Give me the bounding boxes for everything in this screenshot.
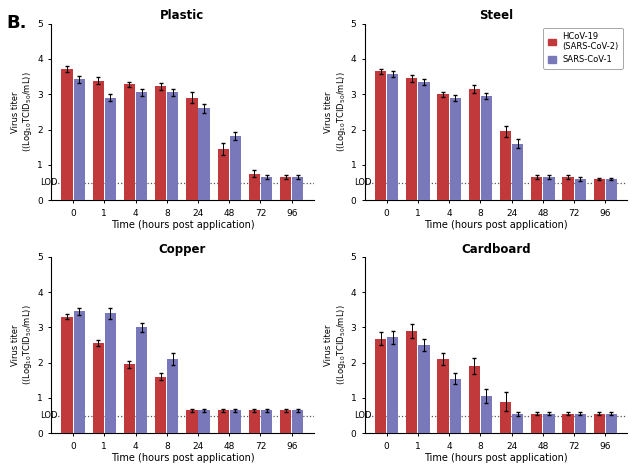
Bar xyxy=(198,410,210,433)
X-axis label: Time (hours post application): Time (hours post application) xyxy=(424,220,568,230)
Bar xyxy=(261,410,272,433)
Bar xyxy=(280,410,291,433)
Bar xyxy=(543,414,555,433)
Y-axis label: Virus titer
($\mathregular{(Log_{10}TCID_{50}/mL)}$): Virus titer ($\mathregular{(Log_{10}TCID… xyxy=(324,72,348,152)
Y-axis label: Virus titer
($\mathregular{(Log_{10}TCID_{50}/mL)}$): Virus titer ($\mathregular{(Log_{10}TCID… xyxy=(10,72,35,152)
Bar xyxy=(186,410,198,433)
Bar xyxy=(563,177,573,200)
Bar xyxy=(531,177,542,200)
Bar xyxy=(406,78,417,200)
Bar xyxy=(575,179,586,200)
Bar xyxy=(512,414,524,433)
Bar xyxy=(543,177,555,200)
Title: Plastic: Plastic xyxy=(160,9,205,23)
Bar xyxy=(93,343,104,433)
Bar xyxy=(606,179,617,200)
Bar xyxy=(563,414,573,433)
Bar xyxy=(500,401,511,433)
Bar xyxy=(292,177,303,200)
Bar xyxy=(155,377,166,433)
Title: Steel: Steel xyxy=(479,9,513,23)
Bar xyxy=(230,410,241,433)
Title: Cardboard: Cardboard xyxy=(461,243,531,256)
Bar xyxy=(249,410,260,433)
Bar xyxy=(124,365,135,433)
Bar xyxy=(575,414,586,433)
Bar xyxy=(105,98,116,200)
Bar xyxy=(406,331,417,433)
Bar xyxy=(419,345,429,433)
Bar xyxy=(280,177,291,200)
Bar xyxy=(74,79,84,200)
Bar xyxy=(419,82,429,200)
Bar xyxy=(155,87,166,200)
Bar xyxy=(218,410,228,433)
Bar xyxy=(105,313,116,433)
Bar xyxy=(437,359,449,433)
Bar xyxy=(468,89,480,200)
Bar xyxy=(261,177,272,200)
Bar xyxy=(512,144,524,200)
Bar xyxy=(230,136,241,200)
Title: Copper: Copper xyxy=(159,243,206,256)
Bar xyxy=(500,131,511,200)
Text: B.: B. xyxy=(6,14,27,32)
X-axis label: Time (hours post application): Time (hours post application) xyxy=(424,454,568,463)
Bar xyxy=(61,69,72,200)
Bar xyxy=(594,414,605,433)
Bar xyxy=(93,81,104,200)
Bar xyxy=(606,414,617,433)
Bar xyxy=(74,311,84,433)
Y-axis label: Virus titer
($\mathregular{(Log_{10}TCID_{50}/mL)}$): Virus titer ($\mathregular{(Log_{10}TCID… xyxy=(324,305,348,385)
Bar xyxy=(167,359,179,433)
Bar xyxy=(387,337,398,433)
Bar xyxy=(292,410,303,433)
Bar xyxy=(481,396,492,433)
Bar xyxy=(481,96,492,200)
Text: LOD: LOD xyxy=(354,178,371,187)
Bar xyxy=(218,149,228,200)
Bar xyxy=(61,317,72,433)
Bar xyxy=(249,174,260,200)
Legend: HCoV-19
(SARS-CoV-2), SARS-CoV-1: HCoV-19 (SARS-CoV-2), SARS-CoV-1 xyxy=(543,28,623,69)
Bar xyxy=(198,108,210,200)
Text: LOD: LOD xyxy=(40,178,58,187)
Bar xyxy=(167,92,179,200)
Bar xyxy=(468,366,480,433)
Bar xyxy=(450,98,461,200)
Bar xyxy=(437,94,449,200)
Bar xyxy=(375,71,386,200)
X-axis label: Time (hours post application): Time (hours post application) xyxy=(111,454,254,463)
X-axis label: Time (hours post application): Time (hours post application) xyxy=(111,220,254,230)
Bar xyxy=(375,339,386,433)
Y-axis label: Virus titer
($\mathregular{(Log_{10}TCID_{50}/mL)}$): Virus titer ($\mathregular{(Log_{10}TCID… xyxy=(10,305,35,385)
Bar xyxy=(387,73,398,200)
Bar xyxy=(124,84,135,200)
Text: LOD: LOD xyxy=(354,411,371,420)
Bar xyxy=(136,92,147,200)
Bar xyxy=(594,179,605,200)
Bar xyxy=(186,98,198,200)
Bar xyxy=(136,327,147,433)
Bar xyxy=(450,379,461,433)
Text: LOD: LOD xyxy=(40,411,58,420)
Bar xyxy=(531,414,542,433)
